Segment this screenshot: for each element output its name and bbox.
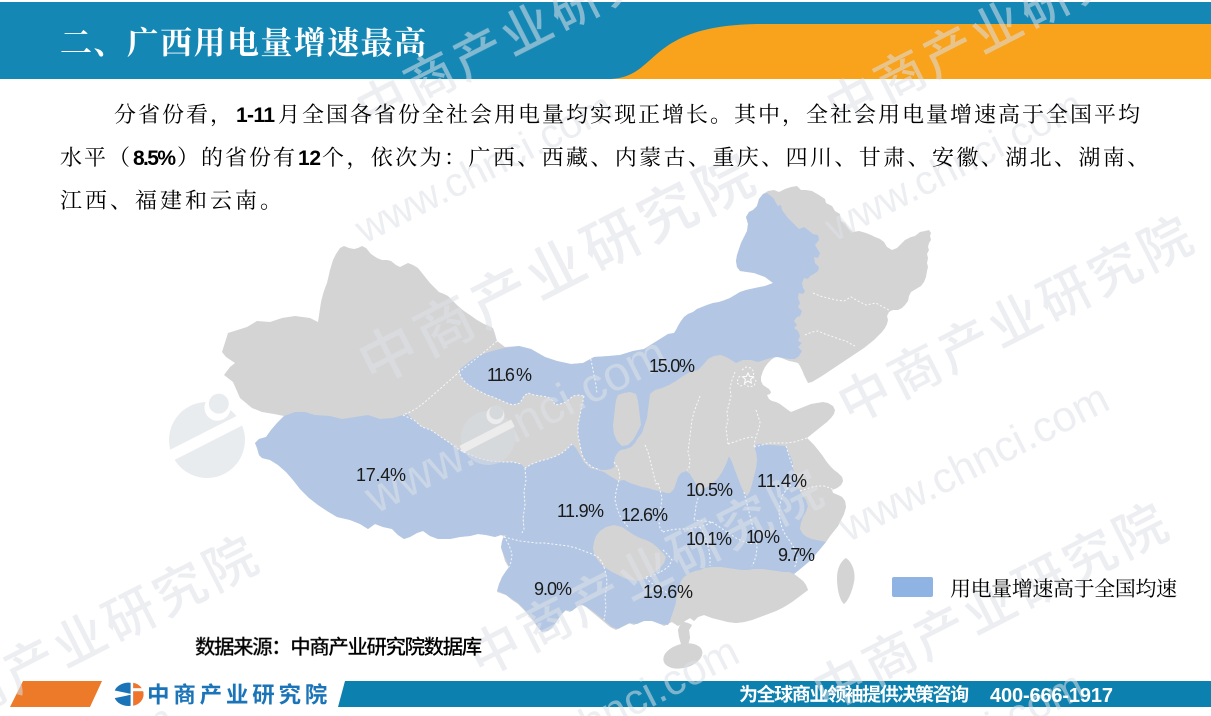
svg-text:10.5%: 10.5% — [686, 480, 733, 500]
svg-text:1-11: 1-11 — [236, 104, 275, 127]
svg-text:19.6%: 19.6% — [643, 582, 693, 602]
svg-text:15.0%: 15.0% — [649, 356, 695, 376]
svg-text:17.4%: 17.4% — [356, 465, 406, 485]
svg-text:11.4%: 11.4% — [757, 471, 807, 491]
svg-text:12: 12 — [298, 147, 321, 170]
svg-text:12.6%: 12.6% — [621, 505, 668, 525]
svg-text:9.0%: 9.0% — [534, 579, 572, 599]
svg-text:8.5%: 8.5% — [133, 147, 176, 170]
svg-text:11.6 %: 11.6 % — [487, 365, 532, 385]
svg-text:10 %: 10 % — [746, 527, 780, 547]
svg-text:10.1%: 10.1% — [686, 529, 732, 549]
svg-text:11.9%: 11.9% — [557, 501, 604, 521]
svg-text:9.7%: 9.7% — [778, 545, 815, 565]
svg-text:400-666-1917: 400-666-1917 — [990, 685, 1113, 707]
